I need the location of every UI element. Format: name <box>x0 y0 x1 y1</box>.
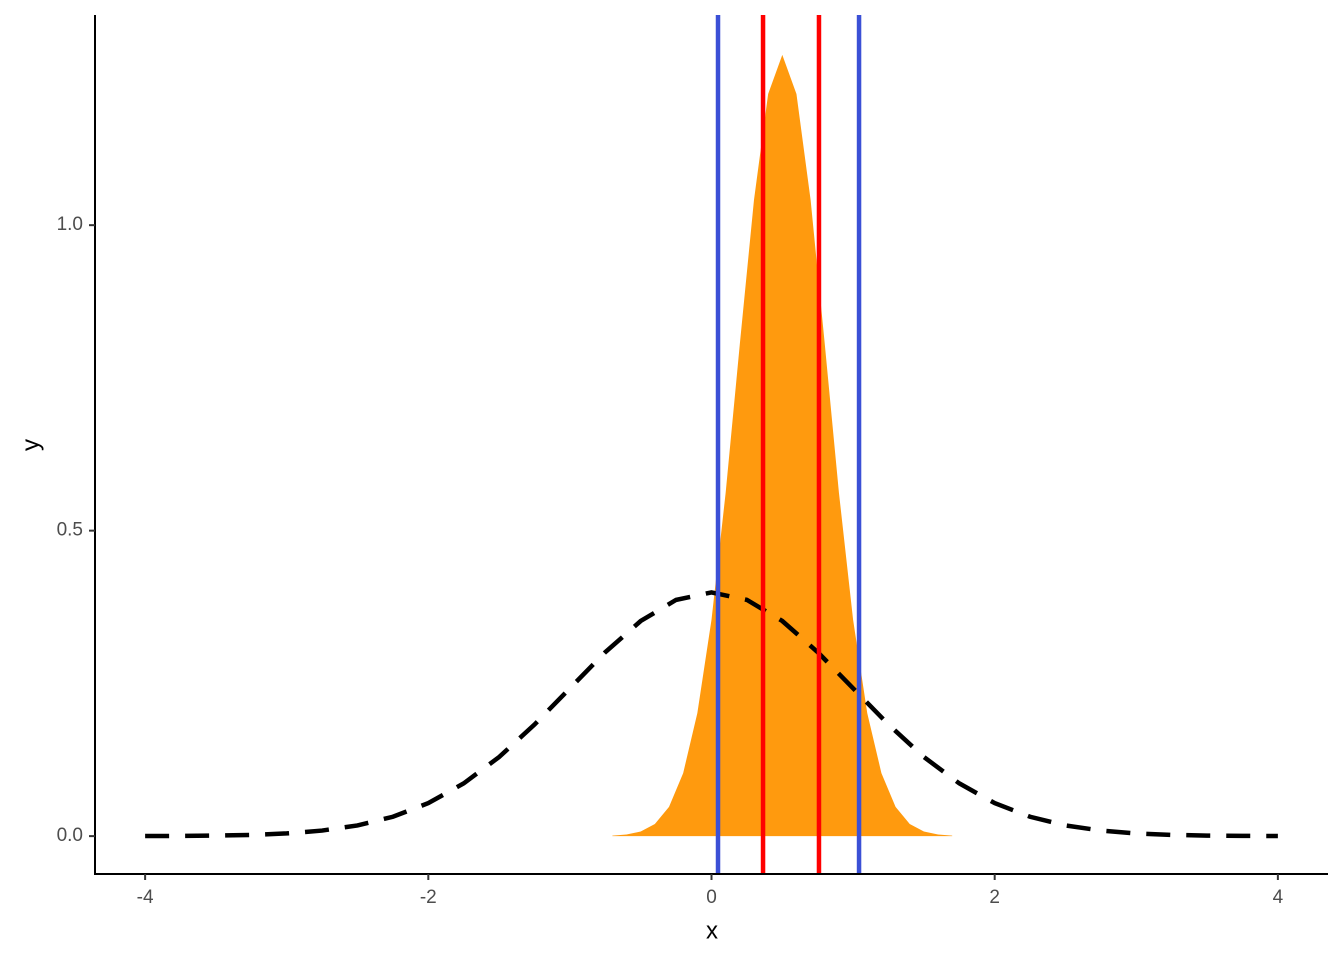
x-axis-title: x <box>706 917 718 944</box>
x-tick-label: 0 <box>706 887 717 908</box>
y-tick-label: 0.0 <box>57 825 83 846</box>
plot-area <box>145 15 1278 874</box>
y-axis-title: y <box>17 439 44 451</box>
density-area <box>612 54 953 837</box>
x-tick-label: 2 <box>989 887 1000 908</box>
x-tick-label: -2 <box>420 887 437 908</box>
density-curve <box>145 590 1278 839</box>
x-tick-label: -4 <box>137 887 154 908</box>
y-tick-label: 0.5 <box>57 520 83 541</box>
y-tick-label: 1.0 <box>57 214 83 235</box>
x-tick-label: 4 <box>1273 887 1284 908</box>
